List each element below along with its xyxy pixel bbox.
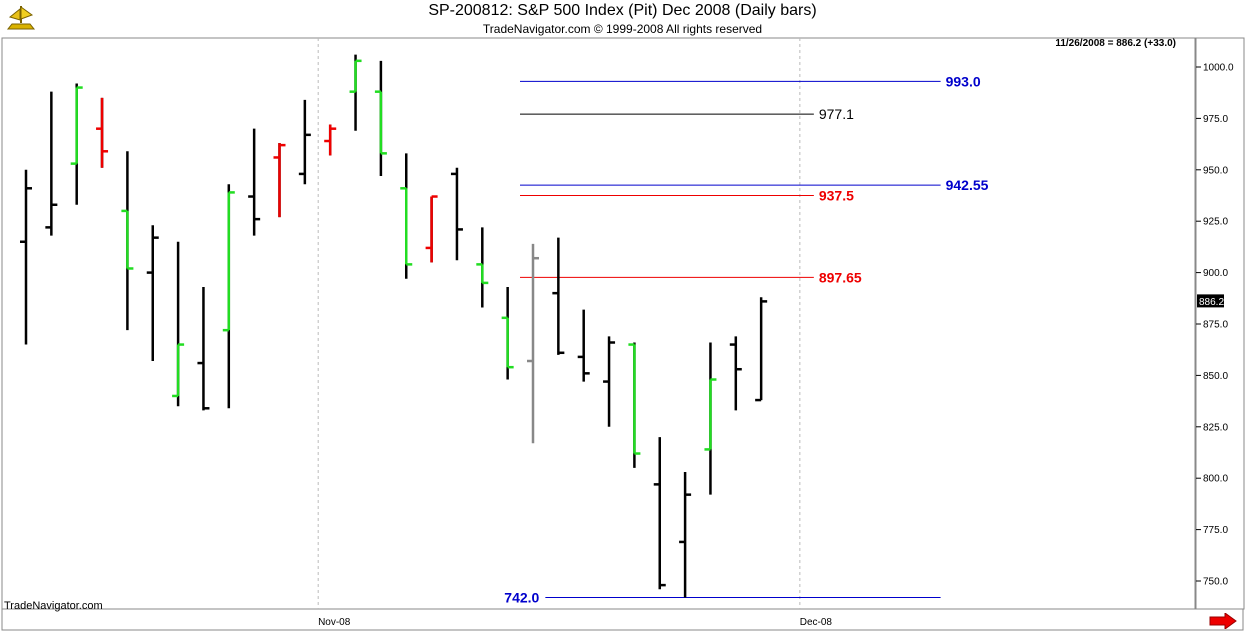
y-tick-label: 775.0	[1203, 525, 1228, 536]
ohlc-bar	[273, 143, 286, 218]
y-tick-label: 900.0	[1203, 268, 1228, 279]
scroll-right-arrow-icon[interactable]	[1208, 613, 1238, 629]
ohlc-bar	[146, 225, 159, 362]
ohlc-bar	[755, 297, 768, 402]
ohlc-bar	[248, 128, 261, 236]
y-tick-label: 850.0	[1203, 371, 1228, 382]
ohlc-bar	[374, 60, 387, 176]
y-axis: 750.0 775.0 800.0 825.0 850.0 875.0 900.0 925.0…	[1196, 63, 1234, 588]
chart-subtitle: TradeNavigator.com © 1999-2008 All right…	[482, 22, 763, 36]
ohlc-bar	[20, 169, 32, 345]
ohlc-bar	[729, 336, 742, 411]
ohlc-bar	[476, 227, 489, 308]
x-gridlines	[317, 38, 801, 609]
ohlc-bar	[501, 286, 514, 380]
level-label: 993.0	[946, 73, 981, 89]
ohlc-bar	[70, 83, 83, 205]
ohlc-bar	[577, 309, 590, 382]
x-axis-area	[1, 608, 1244, 631]
y-tick-label: 875.0	[1203, 320, 1228, 331]
ohlc-bar	[45, 91, 58, 236]
ohlc-bar	[628, 342, 641, 468]
ohlc-bar	[425, 195, 438, 263]
ohlc-bar	[172, 241, 185, 407]
ohlc-bar	[552, 237, 565, 355]
axis-area	[1195, 37, 1245, 610]
x-axis: Nov-08 Dec-08	[318, 617, 832, 628]
x-tick-label: Nov-08	[318, 617, 351, 628]
trade-navigator-logo-icon	[6, 6, 36, 30]
y-tick-label: 1000.0	[1203, 63, 1234, 74]
y-tick-label: 750.0	[1203, 577, 1228, 588]
last-price-box	[1197, 294, 1224, 308]
ohlc-bar	[298, 99, 311, 185]
ohlc-bar	[121, 151, 134, 331]
ohlc-bar	[349, 54, 362, 131]
chart-frame	[1, 37, 1245, 631]
ohlc-bar	[603, 336, 616, 427]
ohlc-bar	[222, 184, 235, 409]
level-label: 897.65	[819, 269, 862, 285]
ohlc-bar	[450, 167, 463, 261]
y-tick-label: 975.0	[1203, 114, 1228, 125]
ohlc-bar	[400, 153, 413, 279]
y-tick-label: 825.0	[1203, 422, 1228, 433]
y-tick-label: 800.0	[1203, 474, 1228, 485]
level-label: 742.0	[504, 589, 539, 605]
level-label: 977.1	[819, 106, 854, 122]
chart-header: SP-200812: S&P 500 Index (Pit) Dec 2008 …	[0, 0, 1245, 38]
ohlc-bars	[20, 54, 768, 598]
price-readout: 11/26/2008 = 886.2 (+33.0)	[1055, 38, 1176, 49]
y-tick-label: 925.0	[1203, 217, 1228, 228]
ohlc-bar	[96, 97, 109, 168]
price-levels: 993.0 977.1 942.55 937.5 897.65 742.0	[504, 73, 988, 605]
x-tick-label: Dec-08	[800, 617, 833, 628]
ohlc-bar	[324, 124, 337, 156]
plot-area	[1, 37, 1196, 610]
ohlc-bar	[527, 243, 539, 444]
ohlc-bar	[704, 342, 717, 495]
chart-title: SP-200812: S&P 500 Index (Pit) Dec 2008 …	[428, 2, 817, 19]
y-tick-label: 950.0	[1203, 165, 1228, 176]
level-label: 937.5	[819, 188, 854, 204]
ohlc-bar	[679, 472, 692, 598]
level-label: 942.55	[946, 177, 989, 193]
ohlc-bar	[197, 286, 210, 411]
watermark-text: TradeNavigator.com	[4, 600, 103, 612]
ohlc-bar	[653, 437, 666, 590]
last-price-label: 886.2	[1199, 297, 1224, 308]
